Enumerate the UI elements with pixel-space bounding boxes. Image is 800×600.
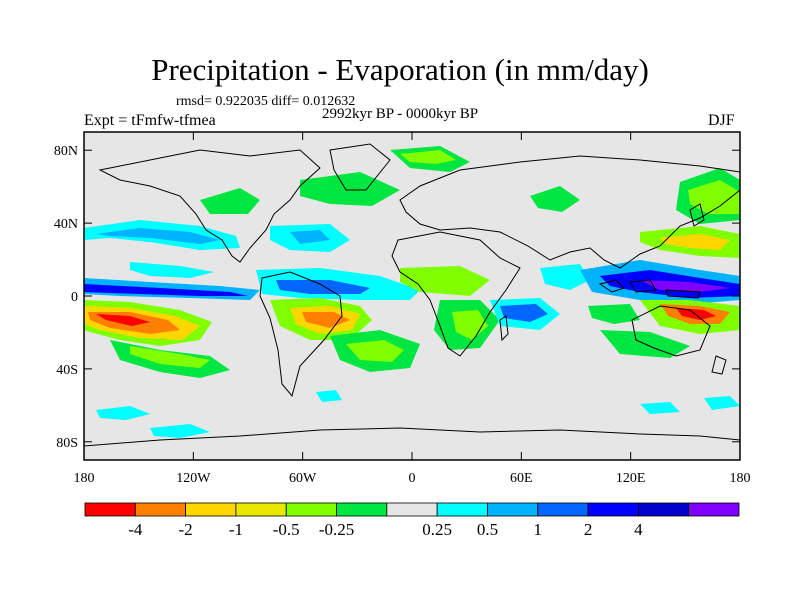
- season-label: DJF: [708, 112, 735, 129]
- colorbar-label: 0.25: [422, 520, 452, 539]
- colorbar-label: 0.5: [477, 520, 498, 539]
- colorbar-swatch: [386, 502, 438, 517]
- colorbar-swatch: [285, 502, 337, 517]
- x-axis: 180 120W 60W 0 60E 120E 180: [74, 132, 751, 486]
- colorbar-swatch: [84, 502, 136, 517]
- colorbar-label: 4: [634, 520, 643, 539]
- colorbar-swatch: [537, 502, 589, 517]
- colorbar-swatch: [185, 502, 237, 517]
- colorbar-label: -0.5: [273, 520, 300, 539]
- colorbar-swatch: [336, 502, 388, 517]
- y-tick-label: 0: [71, 290, 78, 305]
- colorbar-swatch: [436, 502, 488, 517]
- colorbar-swatch: [487, 502, 539, 517]
- y-axis: 80N 40N 0 40S 80S: [54, 144, 740, 451]
- coastlines: [84, 143, 740, 447]
- precip-evap-field: [84, 146, 740, 438]
- colorbar-swatch: [637, 502, 690, 517]
- x-tick-label: 180: [74, 471, 95, 486]
- colorbar-swatch: [587, 502, 639, 517]
- y-tick-label: 40S: [56, 363, 78, 378]
- y-tick-label: 80S: [56, 436, 78, 451]
- colorbar-label: -4: [128, 520, 143, 539]
- colorbar-swatch: [688, 502, 740, 517]
- experiment-label: Expt = tFmfw-tfmea: [84, 112, 216, 129]
- x-tick-label: 120W: [176, 471, 211, 486]
- colorbar: -4 -2 -1 -0.5 -0.25 0.25 0.5 1 2 4: [84, 502, 740, 539]
- period-label: 2992kyr BP - 0000kyr BP: [322, 106, 479, 122]
- x-tick-label: 0: [409, 471, 416, 486]
- x-tick-label: 120E: [616, 471, 646, 486]
- x-tick-label: 60W: [289, 471, 317, 486]
- x-tick-label: 180: [730, 471, 751, 486]
- colorbar-label: -2: [179, 520, 193, 539]
- plot-title: Precipitation - Evaporation (in mm/day): [151, 52, 649, 87]
- colorbar-swatch: [235, 502, 287, 517]
- stats-text: rmsd= 0.922035 diff= 0.012632: [176, 94, 356, 109]
- colorbar-label: 1: [534, 520, 543, 539]
- colorbar-swatch: [134, 502, 187, 517]
- y-tick-label: 40N: [54, 217, 78, 232]
- x-tick-label: 60E: [510, 471, 533, 486]
- colorbar-label: 2: [584, 520, 593, 539]
- colorbar-label: -0.25: [319, 520, 354, 539]
- y-tick-label: 80N: [54, 144, 78, 159]
- colorbar-label: -1: [229, 520, 243, 539]
